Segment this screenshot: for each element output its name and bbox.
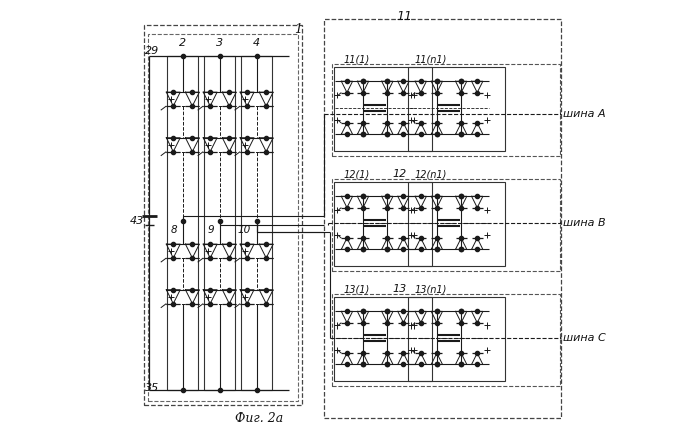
Bar <box>408 297 505 382</box>
Text: 10: 10 <box>238 225 251 235</box>
Bar <box>334 66 432 151</box>
Bar <box>332 64 560 156</box>
Bar <box>167 55 199 390</box>
Text: 43: 43 <box>130 216 144 225</box>
Text: 13(1): 13(1) <box>344 284 370 295</box>
Text: 2: 2 <box>179 38 186 48</box>
Text: 12: 12 <box>393 170 407 180</box>
Bar <box>241 55 272 390</box>
Text: 13(n1): 13(n1) <box>414 284 447 295</box>
Bar <box>408 182 505 266</box>
Bar <box>324 19 561 418</box>
Text: 4: 4 <box>253 38 260 48</box>
Text: 9: 9 <box>207 225 214 235</box>
Text: 35: 35 <box>145 383 159 393</box>
Text: Фиг. 2а: Фиг. 2а <box>234 412 283 425</box>
Text: 11(1): 11(1) <box>344 54 370 64</box>
Text: 12(1): 12(1) <box>344 170 370 180</box>
Bar <box>204 55 235 390</box>
Text: 8: 8 <box>171 225 177 235</box>
Text: 29: 29 <box>145 46 159 56</box>
Text: 12(n1): 12(n1) <box>414 170 447 180</box>
Bar <box>148 34 298 401</box>
Bar <box>332 180 560 271</box>
Bar <box>408 66 505 151</box>
Text: шина С: шина С <box>563 333 606 343</box>
Bar <box>334 297 432 382</box>
Text: 1: 1 <box>294 23 302 36</box>
Text: шина В: шина В <box>563 218 606 228</box>
Bar <box>334 182 432 266</box>
Bar <box>332 295 560 386</box>
Text: 11(n1): 11(n1) <box>414 54 447 64</box>
Text: 3: 3 <box>216 38 223 48</box>
Bar <box>144 25 302 405</box>
Text: 13: 13 <box>393 284 407 295</box>
Text: 11: 11 <box>396 10 412 23</box>
Text: шина А: шина А <box>563 109 606 119</box>
